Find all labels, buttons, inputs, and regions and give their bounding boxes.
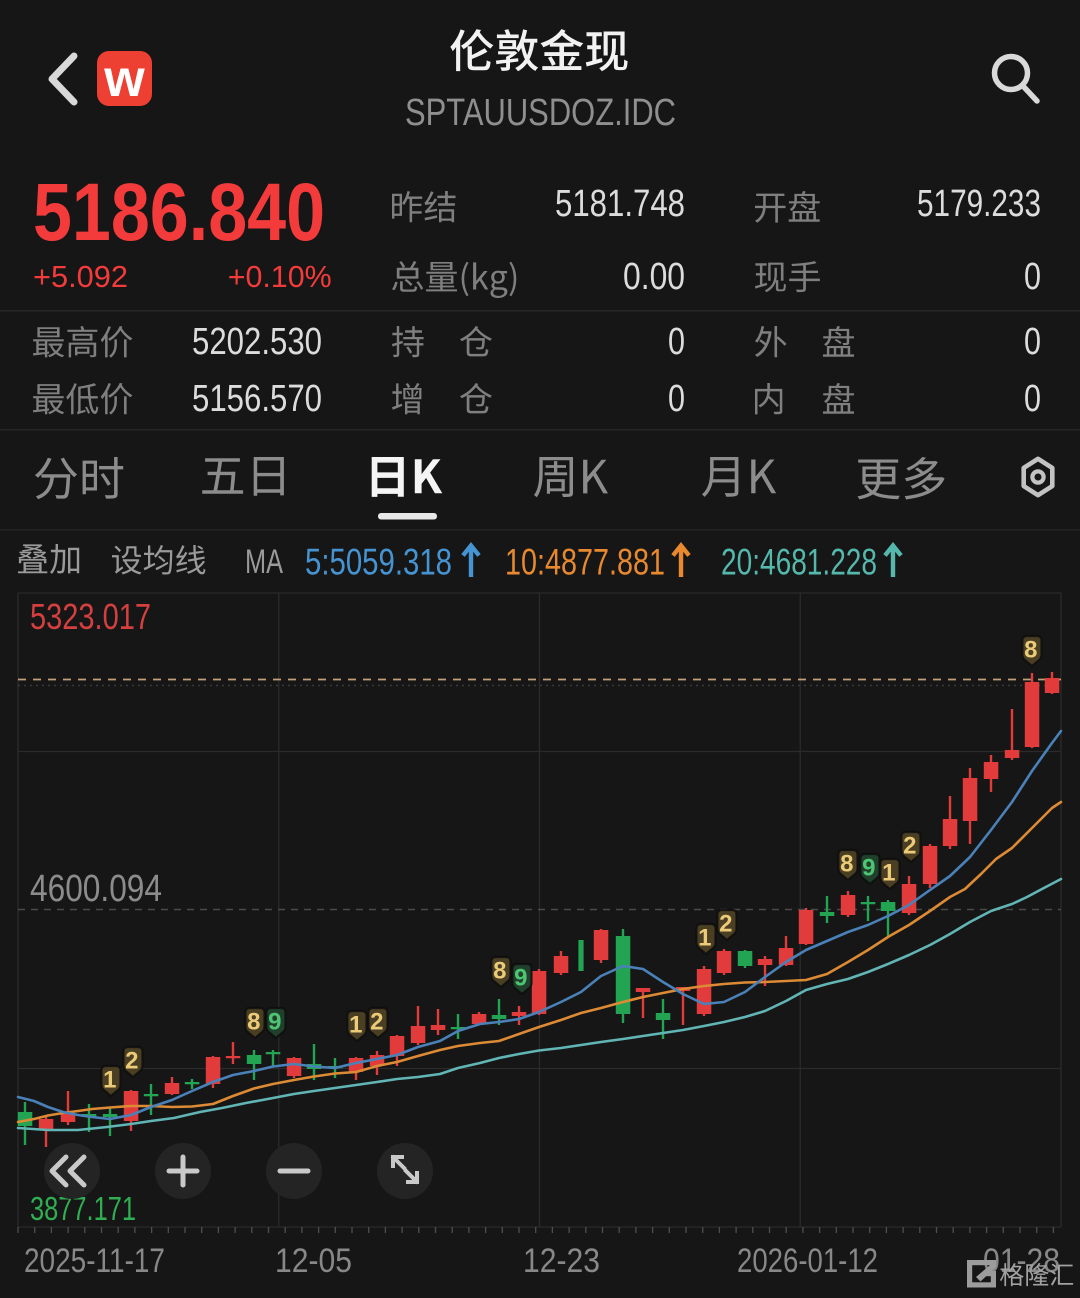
svg-text:2: 2 [370,1009,383,1036]
svg-text:0: 0 [1024,378,1041,420]
svg-text:2: 2 [125,1048,138,1075]
svg-text:2: 2 [903,833,916,860]
svg-text:5186.840: 5186.840 [33,167,325,258]
svg-text:5202.530: 5202.530 [192,321,322,363]
svg-text:0.00: 0.00 [623,256,685,298]
svg-text:8: 8 [493,958,506,985]
svg-text:5181.748: 5181.748 [555,183,685,225]
svg-text:0: 0 [1024,321,1041,363]
svg-text:5179.233: 5179.233 [917,183,1041,225]
svg-text:4600.094: 4600.094 [30,868,162,910]
svg-text:8: 8 [247,1009,260,1036]
svg-text:0: 0 [1024,256,1041,298]
svg-text:5323.017: 5323.017 [30,596,151,637]
svg-text:2: 2 [719,911,732,938]
svg-text:0: 0 [668,378,685,420]
svg-text:MA: MA [245,543,283,581]
svg-text:+0.10%: +0.10% [228,260,332,294]
svg-text:1: 1 [882,860,895,887]
svg-text:1: 1 [349,1012,362,1039]
svg-text:9: 9 [268,1009,281,1036]
svg-text:9: 9 [862,855,875,882]
svg-text:w: w [103,50,145,108]
svg-text:12-05: 12-05 [275,1242,352,1280]
svg-text:5156.570: 5156.570 [192,378,322,420]
svg-text:0: 0 [668,321,685,363]
svg-text:9: 9 [514,965,527,992]
svg-text:1: 1 [103,1067,116,1094]
svg-text:8: 8 [840,851,853,878]
svg-text:20:4681.228: 20:4681.228 [721,542,877,583]
svg-text:5:5059.318: 5:5059.318 [305,542,452,583]
svg-text:12-23: 12-23 [523,1242,600,1280]
svg-text:10:4877.881: 10:4877.881 [505,542,665,583]
svg-text:2026-01-12: 2026-01-12 [737,1242,878,1280]
svg-text:3877.171: 3877.171 [30,1191,136,1228]
svg-text:8: 8 [1024,637,1037,664]
svg-text:+5.092: +5.092 [33,260,128,294]
svg-text:SPTAUUSDOZ.IDC: SPTAUUSDOZ.IDC [405,92,676,134]
svg-text:2025-11-17: 2025-11-17 [24,1242,165,1280]
svg-text:1: 1 [698,925,711,952]
